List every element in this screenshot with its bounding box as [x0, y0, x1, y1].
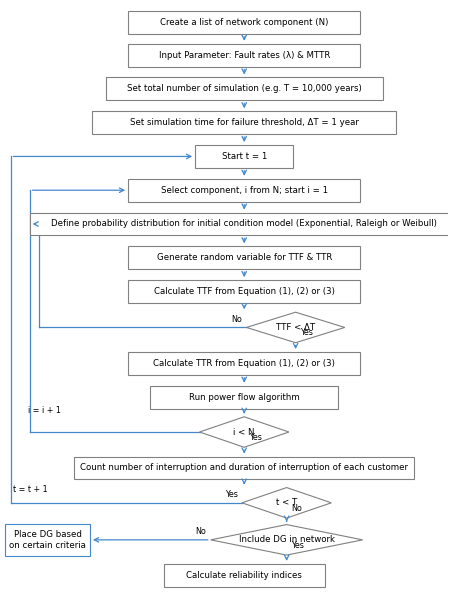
Text: Run power flow algorithm: Run power flow algorithm: [189, 393, 300, 402]
Text: Calculate reliability indices: Calculate reliability indices: [186, 571, 302, 580]
FancyBboxPatch shape: [128, 11, 360, 34]
FancyBboxPatch shape: [5, 524, 90, 556]
Text: t < T: t < T: [276, 499, 297, 508]
FancyBboxPatch shape: [128, 246, 360, 269]
FancyBboxPatch shape: [128, 352, 360, 375]
FancyBboxPatch shape: [74, 456, 414, 480]
Text: i < N: i < N: [234, 428, 255, 437]
Text: No: No: [231, 315, 242, 324]
Text: Yes: Yes: [300, 328, 313, 337]
Text: Place DG based
on certain criteria: Place DG based on certain criteria: [9, 530, 86, 550]
Text: Generate random variable for TTF & TTR: Generate random variable for TTF & TTR: [156, 253, 332, 262]
Text: No: No: [291, 504, 302, 513]
Text: Count number of interruption and duration of interruption of each customer: Count number of interruption and duratio…: [80, 464, 408, 472]
FancyBboxPatch shape: [164, 564, 325, 587]
FancyBboxPatch shape: [128, 178, 360, 202]
Text: Include DG in network: Include DG in network: [238, 536, 335, 544]
FancyBboxPatch shape: [128, 43, 360, 67]
Polygon shape: [200, 416, 289, 447]
Text: Yes: Yes: [249, 433, 262, 442]
Text: i = i + 1: i = i + 1: [27, 406, 60, 415]
Text: Yes: Yes: [291, 541, 304, 550]
Text: No: No: [195, 527, 206, 536]
FancyBboxPatch shape: [30, 212, 459, 236]
FancyBboxPatch shape: [150, 386, 338, 409]
Text: Input Parameter: Fault rates (λ) & MTTR: Input Parameter: Fault rates (λ) & MTTR: [158, 51, 330, 60]
Text: Yes: Yes: [225, 490, 237, 499]
Text: Start t = 1: Start t = 1: [221, 152, 267, 161]
Text: Define probability distribution for initial condition model (Exponential, Raleig: Define probability distribution for init…: [51, 220, 437, 228]
Text: Create a list of network component (N): Create a list of network component (N): [160, 18, 328, 27]
Text: Calculate TTR from Equation (1), (2) or (3): Calculate TTR from Equation (1), (2) or …: [153, 359, 335, 368]
Text: Set total number of simulation (e.g. T = 10,000 years): Set total number of simulation (e.g. T =…: [127, 84, 362, 93]
Polygon shape: [211, 525, 363, 555]
FancyBboxPatch shape: [106, 77, 383, 101]
Text: Set simulation time for failure threshold, ΔT = 1 year: Set simulation time for failure threshol…: [130, 118, 359, 127]
Text: TTF < ΔT: TTF < ΔT: [276, 323, 315, 332]
Text: Calculate TTF from Equation (1), (2) or (3): Calculate TTF from Equation (1), (2) or …: [154, 287, 335, 296]
Polygon shape: [246, 312, 345, 343]
FancyBboxPatch shape: [92, 111, 396, 134]
FancyBboxPatch shape: [195, 145, 293, 168]
Text: t = t + 1: t = t + 1: [13, 485, 47, 494]
Polygon shape: [242, 487, 331, 518]
FancyBboxPatch shape: [128, 280, 360, 303]
Text: Select component, i from N; start i = 1: Select component, i from N; start i = 1: [161, 186, 328, 195]
